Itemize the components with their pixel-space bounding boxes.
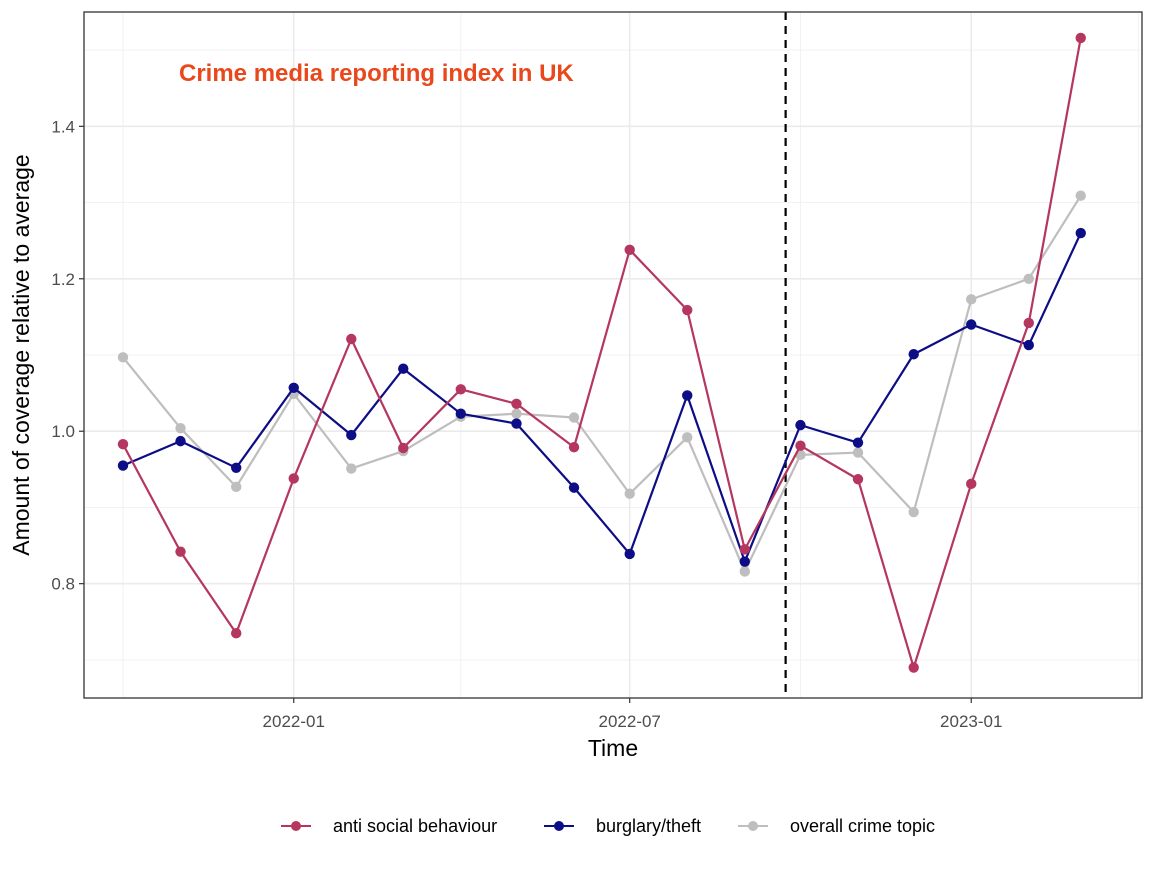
legend-label: anti social behaviour [333, 816, 497, 836]
data-point [288, 473, 299, 484]
data-point [1023, 317, 1034, 329]
data-point [908, 506, 919, 518]
data-point [1023, 339, 1034, 351]
legend-label: overall crime topic [790, 816, 935, 836]
y-tick-label: 0.8 [51, 575, 75, 594]
data-point [511, 408, 522, 419]
data-point [624, 488, 635, 499]
series-layer [117, 32, 1086, 673]
legend-item-anti-social-behaviour: anti social behaviour [281, 816, 497, 836]
chart-title: Crime media reporting index in UK [179, 60, 574, 87]
x-axis-ticks: 2022-01 2022-07 2023-01 [263, 698, 1002, 731]
data-point [682, 304, 693, 316]
data-point [852, 437, 864, 448]
data-point [568, 482, 580, 493]
data-point [346, 463, 357, 474]
legend: anti social behaviour burglary/theft ove… [281, 816, 935, 836]
legend-item-overall-crime-topic: overall crime topic [738, 816, 935, 836]
series-line [122, 37, 1082, 669]
data-point [117, 438, 129, 450]
data-point [231, 628, 242, 639]
data-point [117, 460, 129, 471]
data-point [231, 462, 242, 474]
data-point [908, 349, 919, 360]
series-overall-crime-topic [117, 190, 1086, 577]
legend-item-burglary-theft: burglary/theft [544, 816, 701, 836]
data-point [398, 363, 409, 374]
data-point [852, 447, 864, 458]
data-point [175, 422, 186, 434]
data-point [455, 384, 466, 395]
plot-panel-border [83, 11, 1143, 699]
data-point [568, 412, 580, 423]
y-tick-label: 1.0 [51, 422, 75, 441]
y-axis-ticks: 0.8 1.0 1.2 1.4 [51, 117, 84, 594]
data-point [511, 398, 522, 409]
data-point [346, 429, 357, 441]
data-point [346, 333, 357, 345]
data-point [455, 408, 466, 419]
series-anti-social-behaviour [117, 32, 1086, 673]
grid-major [84, 12, 1142, 698]
legend-key-point [554, 821, 564, 831]
series-line [122, 232, 1082, 563]
data-point [739, 544, 750, 555]
series-burglary-theft [117, 227, 1086, 567]
data-point [682, 390, 693, 401]
data-point [117, 352, 129, 363]
data-point [1075, 190, 1086, 201]
x-axis-title: Time [588, 735, 638, 761]
y-axis-title: Amount of coverage relative to average [8, 154, 34, 555]
data-point [398, 442, 409, 454]
data-point [1075, 32, 1086, 44]
series-line [122, 195, 1082, 573]
x-tick-label: 2022-01 [263, 712, 325, 731]
x-tick-label: 2022-07 [599, 712, 661, 731]
data-point [682, 432, 693, 443]
data-point [231, 481, 242, 493]
data-point [511, 418, 522, 429]
data-point [795, 419, 806, 431]
x-tick-label: 2023-01 [940, 712, 1002, 731]
data-point [568, 442, 580, 453]
data-point [175, 435, 186, 447]
data-point [739, 556, 750, 567]
data-point [1023, 273, 1034, 284]
legend-label: burglary/theft [596, 816, 701, 836]
data-point [624, 548, 635, 560]
data-point [288, 382, 299, 393]
y-tick-label: 1.2 [51, 270, 75, 289]
legend-key-point [291, 821, 301, 831]
data-point [966, 478, 977, 490]
data-point [175, 546, 186, 557]
data-point [739, 566, 750, 577]
data-point [1075, 227, 1086, 239]
legend-key-point [748, 821, 758, 831]
data-point [624, 244, 635, 256]
data-point [966, 294, 977, 305]
data-point [852, 474, 864, 485]
data-point [795, 440, 806, 451]
data-point [966, 319, 977, 330]
data-point [908, 662, 919, 673]
y-tick-label: 1.4 [51, 117, 75, 136]
